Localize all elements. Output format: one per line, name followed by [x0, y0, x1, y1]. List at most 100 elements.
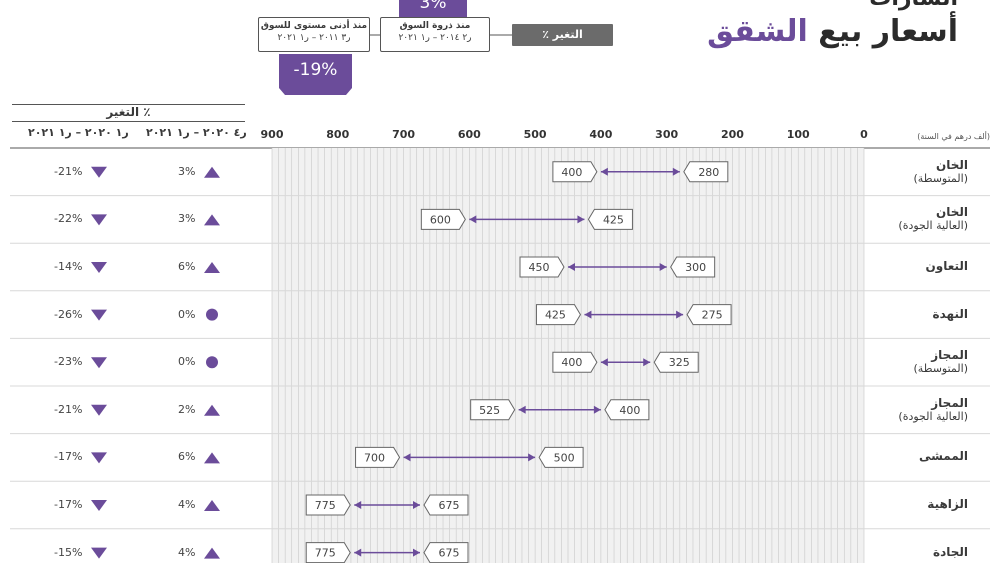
title-top: الشارات [869, 0, 958, 11]
axis-unit-label: (ألف درهم في السنة) [917, 132, 990, 141]
arrowhead-high [403, 453, 411, 462]
change-recent-up-triangle-icon [204, 547, 220, 559]
arrowhead-low [528, 453, 536, 462]
arrowhead-low [672, 167, 680, 176]
change-recent-up-triangle-icon [204, 262, 220, 273]
arrowhead-high [518, 405, 526, 414]
title-part2: الشقق [707, 14, 808, 49]
change-year-down-triangle-icon [91, 262, 107, 273]
arrowhead-high [354, 548, 362, 557]
value-box-high [519, 256, 565, 278]
x-tick-label: 200 [720, 128, 744, 141]
page-title: أسعار بيع الشقق [707, 14, 958, 49]
change-recent-up-triangle-icon [204, 452, 220, 464]
arrowhead-low [593, 405, 601, 414]
change-year-value: -15% [54, 545, 83, 559]
x-tick-label: 900 [260, 128, 284, 141]
row-name: المجاز [931, 395, 968, 410]
change-year-value: -23% [54, 355, 83, 369]
value-box-high [420, 208, 466, 230]
value-box-low [538, 446, 584, 468]
legend-peak-box: منذ ذروة السوق ر٢ ٢٠١٤ – ر١ ٢٠٢١ [380, 17, 490, 52]
arrowhead-low [577, 215, 585, 224]
change-year-down-triangle-icon [91, 166, 107, 178]
value-label-high: 425 [545, 309, 566, 322]
arrowhead-low [659, 263, 667, 271]
value-label-low: 400 [619, 404, 640, 417]
change-recent-value: 3% [178, 212, 196, 226]
divider [12, 104, 245, 105]
arrowhead-high [584, 310, 592, 319]
value-label-low: 500 [554, 451, 575, 464]
row-name: الجادة [932, 544, 968, 559]
change-year-value: -21% [54, 402, 83, 416]
change-year-down-triangle-icon [91, 404, 107, 416]
legend-low-title: منذ أدنى مستوى للسوق [260, 21, 368, 31]
value-label-low: 325 [669, 356, 690, 369]
row-label: النهدة [932, 306, 968, 321]
row-subtitle: (العالية الجودة) [898, 219, 968, 233]
row-name: النهدة [932, 306, 968, 321]
row-name: الخان [935, 205, 968, 220]
arrowhead-low [676, 310, 684, 319]
legend-low-box: منذ أدنى مستوى للسوق ر٣ ٢٠١١ – ر١ ٢٠٢١ [258, 17, 370, 52]
change-recent-value: 6% [178, 450, 196, 464]
change-year-down-triangle-icon [91, 357, 107, 369]
change-recent-value: 0% [178, 307, 196, 321]
row-label: الممشى [919, 450, 968, 463]
value-label-high: 600 [430, 213, 451, 226]
x-tick-label: 0 [860, 128, 868, 141]
change-year-value: -17% [54, 498, 83, 511]
change-recent-value: 2% [178, 402, 196, 416]
value-box-high [552, 351, 598, 373]
value-box-low [604, 399, 650, 421]
row-subtitle: (المتوسطة) [913, 171, 969, 185]
divider [12, 121, 245, 122]
value-label-high: 400 [561, 166, 582, 179]
value-box-high [535, 304, 582, 326]
value-label-high: 450 [529, 261, 550, 274]
change-recent-value: 4% [178, 545, 196, 559]
change-year-down-triangle-icon [91, 309, 107, 321]
change-recent-up-triangle-icon [204, 166, 220, 178]
legend-low-pct: -19% [279, 54, 352, 88]
change-year-value: -14% [54, 260, 83, 273]
x-tick-label: 600 [457, 128, 481, 141]
x-tick-label: 800 [326, 128, 350, 141]
change-recent-circle-icon [206, 356, 218, 369]
value-label-high: 775 [315, 547, 336, 560]
change-recent-value: 3% [178, 164, 196, 178]
value-label-low: 675 [439, 547, 460, 560]
value-label-low: 675 [439, 499, 460, 512]
title-part1: أسعار بيع [818, 14, 958, 49]
value-box-high [552, 161, 598, 183]
value-box-low [683, 161, 729, 183]
value-label-low: 300 [685, 261, 706, 274]
row-label: المجاز (العالية الجودة) [898, 395, 968, 423]
change-year-value: -17% [54, 450, 83, 464]
change-recent-value: 4% [178, 498, 196, 511]
change-col-year-header: ر١ ٢٠٢٠ – ر١ ٢٠٢١ [28, 126, 129, 139]
value-box-low [653, 351, 699, 373]
value-label-high: 775 [315, 499, 336, 512]
change-recent-up-triangle-icon [204, 500, 220, 511]
value-label-high: 700 [364, 451, 385, 464]
value-box-high [355, 446, 401, 468]
row-subtitle: (المتوسطة) [913, 362, 969, 376]
value-label-low: 425 [603, 213, 624, 226]
change-group-header: ٪ التغير [106, 105, 151, 119]
arrowhead-low [643, 358, 651, 367]
legend-peak-pct: 3% [399, 0, 467, 17]
row-label: الجادة [932, 544, 968, 559]
change-year-value: -22% [54, 212, 83, 226]
arrowhead-high [600, 167, 608, 176]
change-year-down-triangle-icon [91, 452, 107, 464]
row-name: الزاهية [927, 497, 968, 511]
legend-peak-title: منذ ذروة السوق [399, 21, 471, 31]
change-recent-value: 0% [178, 355, 196, 369]
row-label: الخان (المتوسطة) [913, 158, 969, 185]
row-label: الخان (العالية الجودة) [898, 205, 968, 233]
value-box-low [587, 208, 633, 230]
change-recent-up-triangle-icon [204, 214, 220, 226]
